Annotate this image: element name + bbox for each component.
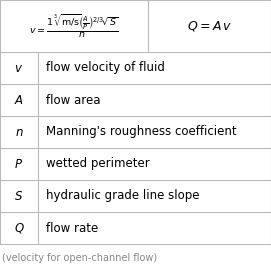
Text: (velocity for open-channel flow): (velocity for open-channel flow) (2, 253, 157, 263)
Bar (0, 0, 271, 244)
Text: $Q$: $Q$ (14, 221, 24, 235)
Text: Manning's roughness coefficient: Manning's roughness coefficient (46, 125, 237, 138)
Text: flow area: flow area (46, 93, 101, 107)
Text: $v$: $v$ (14, 61, 24, 75)
Text: $A$: $A$ (14, 93, 24, 107)
Text: $P$: $P$ (14, 158, 24, 170)
Text: flow velocity of fluid: flow velocity of fluid (46, 61, 165, 75)
Text: $v = \dfrac{1\,\sqrt[3]{\mathrm{m/s}}\!\left(\frac{A}{P}\right)^{\!2/3}\!\sqrt{S: $v = \dfrac{1\,\sqrt[3]{\mathrm{m/s}}\!\… (29, 12, 119, 40)
Text: flow rate: flow rate (46, 221, 98, 235)
Text: $Q = A\,v$: $Q = A\,v$ (187, 19, 232, 33)
Text: hydraulic grade line slope: hydraulic grade line slope (46, 190, 199, 202)
Text: $S$: $S$ (14, 190, 24, 202)
Text: wetted perimeter: wetted perimeter (46, 158, 150, 170)
Text: $n$: $n$ (15, 125, 23, 138)
